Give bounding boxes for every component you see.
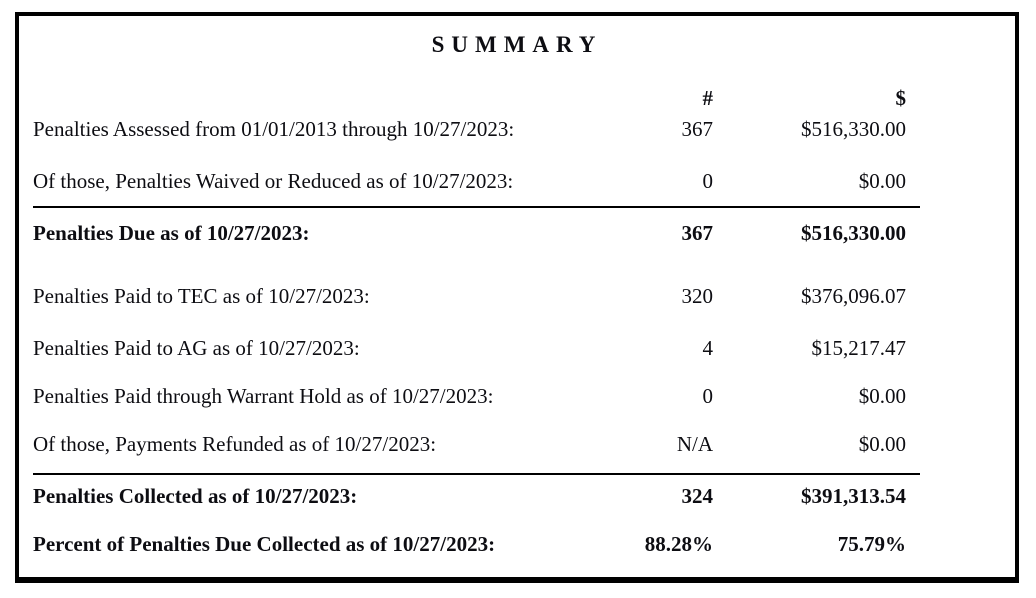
row-label: Penalties Assessed from 01/01/2013 throu…: [33, 117, 515, 141]
row-count: 4: [702, 336, 714, 360]
row-amount: $516,330.00: [801, 117, 906, 141]
row-amount: $0.00: [858, 432, 906, 456]
table-row: Percent of Penalties Due Collected as of…: [33, 532, 920, 556]
row-label: Percent of Penalties Due Collected as of…: [33, 532, 496, 556]
divider-line: [33, 473, 920, 475]
row-label: Of those, Penalties Waived or Reduced as…: [33, 169, 514, 193]
row-count: 320: [681, 284, 714, 308]
row-amount: $0.00: [858, 169, 906, 193]
row-label: Penalties Paid through Warrant Hold as o…: [33, 384, 494, 408]
table-row: Of those, Penalties Waived or Reduced as…: [33, 169, 920, 193]
row-count: 367: [681, 117, 714, 141]
dollar-column-header: $: [895, 86, 907, 110]
row-amount: 75.79%: [837, 532, 906, 556]
divider-line: [33, 206, 920, 208]
row-count: 367: [681, 221, 714, 245]
row-count: 324: [681, 484, 714, 508]
row-label: Penalties Collected as of 10/27/2023:: [33, 484, 358, 508]
row-count: N/A: [676, 432, 713, 456]
count-column-header: #: [702, 86, 714, 110]
row-count: 0: [702, 169, 714, 193]
row-amount: $391,313.54: [801, 484, 906, 508]
table-row: Penalties Collected as of 10/27/2023: 32…: [33, 484, 920, 508]
row-label: Penalties Paid to AG as of 10/27/2023:: [33, 336, 360, 360]
summary-table-frame: SUMMARY # $ Penalties Assessed from 01/0…: [15, 12, 1019, 583]
row-amount: $0.00: [858, 384, 906, 408]
row-label: Of those, Payments Refunded as of 10/27/…: [33, 432, 437, 456]
table-row: Penalties Paid through Warrant Hold as o…: [33, 384, 920, 408]
row-label: Penalties Paid to TEC as of 10/27/2023:: [33, 284, 370, 308]
row-count: 0: [702, 384, 714, 408]
table-row: Penalties Paid to AG as of 10/27/2023: 4…: [33, 336, 920, 360]
row-count: 88.28%: [644, 532, 713, 556]
row-amount: $15,217.47: [811, 336, 907, 360]
table-row: Penalties Assessed from 01/01/2013 throu…: [33, 117, 920, 141]
summary-table: # $ Penalties Assessed from 01/01/2013 t…: [33, 86, 920, 556]
summary-title: SUMMARY: [431, 32, 603, 57]
table-row: Of those, Payments Refunded as of 10/27/…: [33, 432, 920, 456]
table-row: Penalties Paid to TEC as of 10/27/2023: …: [33, 284, 920, 308]
row-amount: $516,330.00: [801, 221, 906, 245]
table-header-row: # $: [33, 86, 920, 110]
row-label: Penalties Due as of 10/27/2023:: [33, 221, 310, 245]
table-row: Penalties Due as of 10/27/2023: 367 $516…: [33, 221, 920, 245]
row-amount: $376,096.07: [801, 284, 906, 308]
